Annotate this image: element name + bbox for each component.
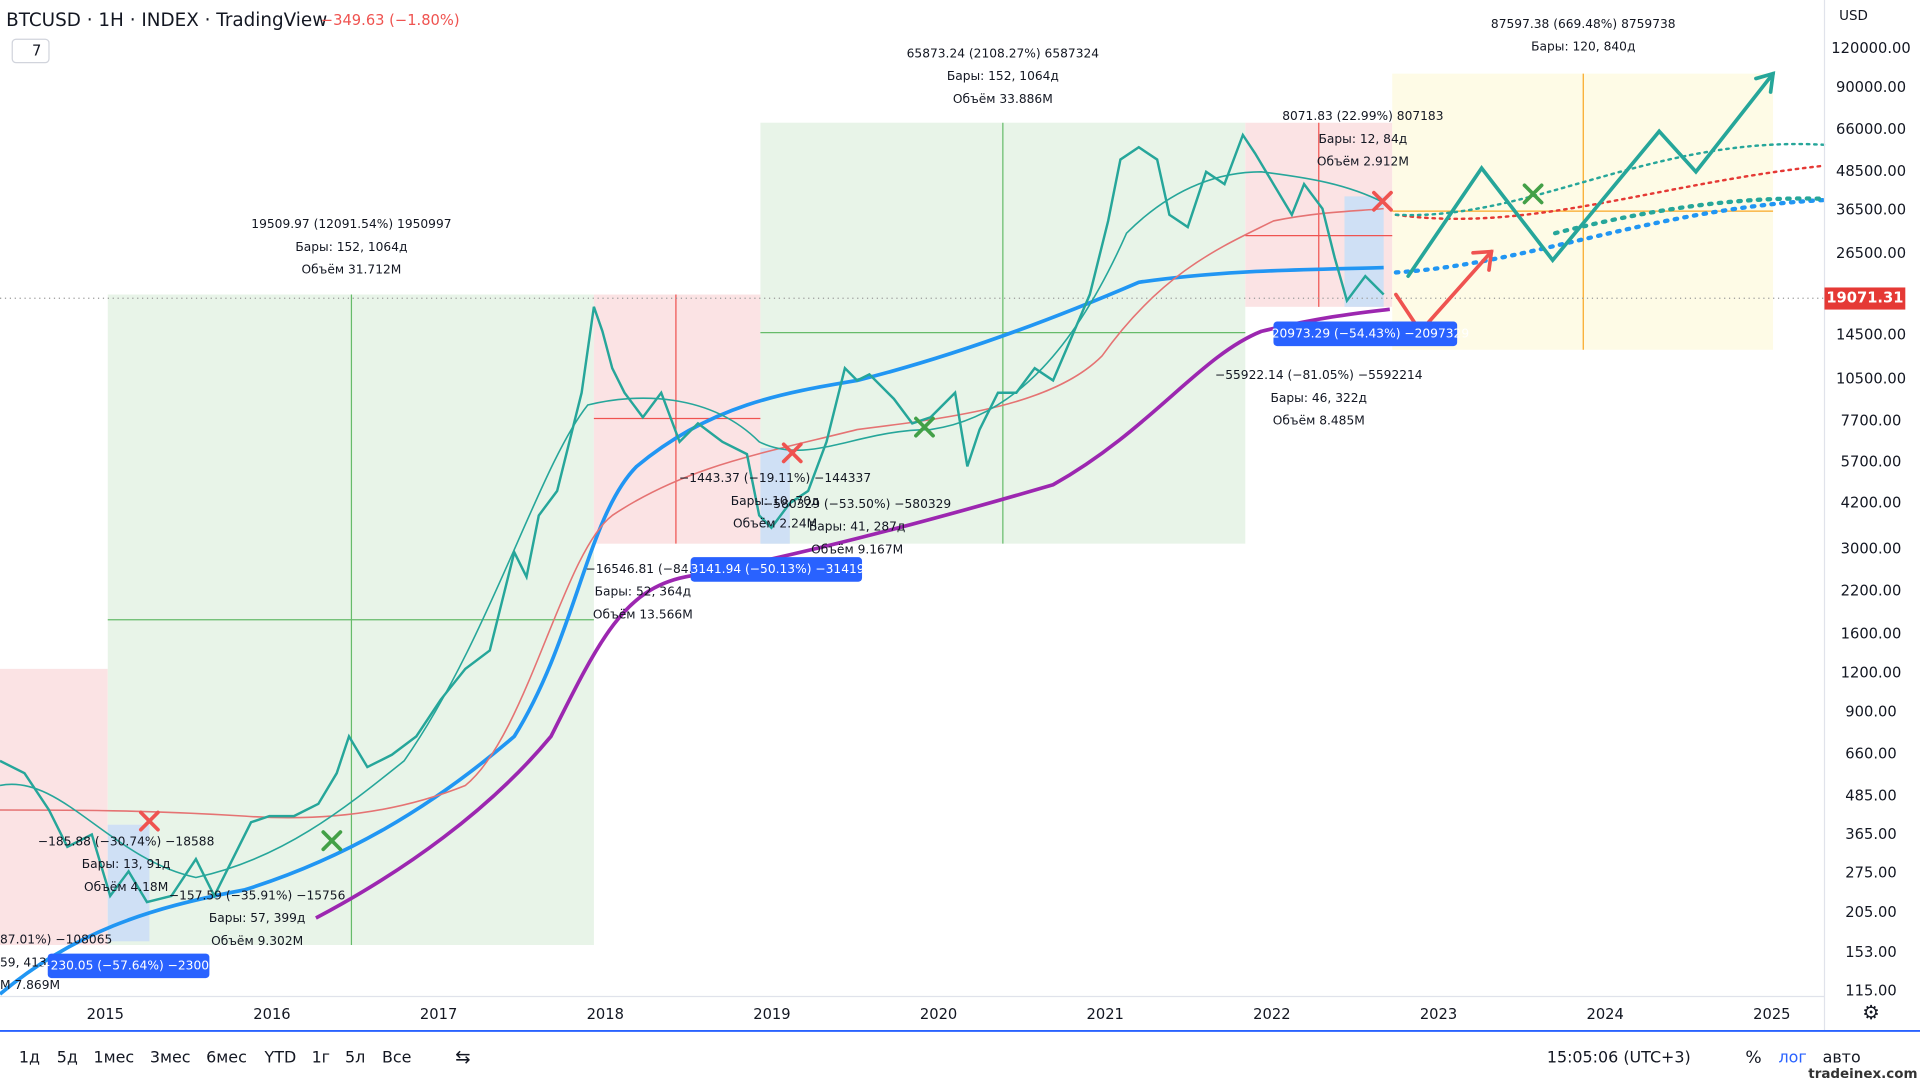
annotation: 87.01%) −108065 <box>0 933 112 947</box>
annotation: Бары: 41, 287д <box>809 520 905 534</box>
price-label: 365.00 <box>1845 826 1896 843</box>
price-label: 4200.00 <box>1841 495 1902 512</box>
annotation: Бары: 152, 1064д <box>947 69 1059 83</box>
annotation: 87597.38 (669.48%) 8759738 <box>1491 17 1676 31</box>
annotation: −185.88 (−30.74%) −18588 <box>38 834 214 848</box>
measure-badge-text: −230.05 (−57.64%) −23005 <box>40 958 216 972</box>
percent-toggle[interactable]: % <box>1745 1048 1761 1068</box>
auto-toggle[interactable]: авто <box>1823 1047 1861 1066</box>
annotation: 8071.83 (22.99%) 807183 <box>1282 109 1443 123</box>
current-price: 19071.31 <box>1826 290 1903 307</box>
price-label: 275.00 <box>1845 864 1896 881</box>
indicator-count[interactable]: 7 <box>32 43 41 60</box>
range-button[interactable]: YTD <box>264 1047 297 1066</box>
price-label: 7700.00 <box>1841 413 1902 430</box>
time-label: 2018 <box>587 1006 624 1023</box>
currency-button[interactable]: USD <box>1839 8 1868 24</box>
log-toggle[interactable]: лог <box>1779 1047 1807 1066</box>
time-label: 2025 <box>1753 1006 1790 1023</box>
symbol-title: BTCUSD · 1H · INDEX · TradingView <box>6 10 327 31</box>
time-label: 2023 <box>1420 1006 1457 1023</box>
price-label: 485.00 <box>1845 787 1896 804</box>
range-button[interactable]: 5л <box>345 1047 365 1066</box>
range-button[interactable]: 6мес <box>206 1047 247 1066</box>
price-label: 3000.00 <box>1841 540 1902 557</box>
price-label: 205.00 <box>1845 904 1896 921</box>
watermark: tradeinex.com <box>1808 1066 1917 1080</box>
annotation: Бары: 10, 70д <box>731 494 820 508</box>
annotation: Бары: 120, 840д <box>1531 40 1635 54</box>
annotation: 19509.97 (12091.54%) 1950997 <box>251 217 451 231</box>
annotation: Объём 8.485M <box>1273 413 1365 427</box>
price-label: 153.00 <box>1845 944 1896 961</box>
measure-badge-text: −20973.29 (−54.43%) −2097329 <box>1261 326 1469 340</box>
annotation: Объём 9.167M <box>811 542 903 556</box>
measure-badge <box>1273 321 1458 347</box>
annotation: Объём 13.566M <box>593 607 693 621</box>
time-label: 2016 <box>253 1006 290 1023</box>
annotation: −55922.14 (−81.05%) −5592214 <box>1215 368 1423 382</box>
annotation: Объём 9.302M <box>211 934 303 948</box>
price-label: 10500.00 <box>1836 370 1906 387</box>
annotation: Бары: 12, 84д <box>1319 132 1408 146</box>
annotation: −16546.81 (−84.1 <box>585 562 700 576</box>
price-label: 2200.00 <box>1841 582 1902 599</box>
time-label: 2022 <box>1253 1006 1290 1023</box>
time-label: 2021 <box>1087 1006 1124 1023</box>
annotation: Бары: 13, 91д <box>82 857 171 871</box>
annotation: −1443.37 (−19.11%) −144337 <box>679 471 871 485</box>
annotation: M 7.869M <box>0 978 60 992</box>
range-button[interactable]: 1д <box>19 1047 40 1066</box>
price-label: 66000.00 <box>1836 121 1906 138</box>
price-label: 90000.00 <box>1836 79 1906 96</box>
annotation: −157.59 (−35.91%) −15756 <box>169 888 346 902</box>
price-label: 1600.00 <box>1841 626 1902 643</box>
range-button[interactable]: 5д <box>57 1047 78 1066</box>
price-label: 14500.00 <box>1836 327 1906 344</box>
time-label: 2015 <box>87 1006 124 1023</box>
range-button[interactable]: Все <box>382 1047 411 1066</box>
range-button[interactable]: 3мес <box>150 1047 191 1066</box>
price-label: 26500.00 <box>1836 245 1906 262</box>
annotation: 65873.24 (2108.27%) 6587324 <box>907 46 1100 60</box>
settings-icon[interactable]: ⚙ <box>1862 1001 1880 1024</box>
price-label: 660.00 <box>1845 746 1896 763</box>
price-label: 120000.00 <box>1831 40 1910 57</box>
price-label: 48500.00 <box>1836 163 1906 180</box>
measure-badge-text: −3141.94 (−50.13%) −314194 <box>680 562 872 576</box>
time-label: 2020 <box>920 1006 957 1023</box>
measure-badge <box>47 953 210 979</box>
time-label: 2017 <box>420 1006 457 1023</box>
price-label: 900.00 <box>1845 704 1896 721</box>
price-change: −349.63 (−1.80%) <box>321 12 460 29</box>
annotation: Бары: 152, 1064д <box>295 240 407 254</box>
price-label: 115.00 <box>1845 983 1896 1000</box>
annotation: −580329 (−53.50%) −580329 <box>763 497 951 511</box>
annotation: Объём 2.24M <box>733 517 817 531</box>
price-label: 1200.00 <box>1841 665 1902 682</box>
annotation: Объём 31.712M <box>302 262 402 276</box>
price-label: 36500.00 <box>1836 201 1906 218</box>
annotation: Бары: 52, 364д <box>595 585 691 599</box>
date-range-icon[interactable]: ⇆ <box>455 1047 470 1068</box>
range-button[interactable]: 1г <box>312 1047 330 1066</box>
time-label: 2019 <box>753 1006 790 1023</box>
clock: 15:05:06 (UTC+3) <box>1547 1047 1691 1066</box>
annotation: 59, 413 <box>0 955 47 969</box>
time-label: 2024 <box>1586 1006 1623 1023</box>
annotation: Объём 2.912M <box>1317 154 1409 168</box>
price-label: 5700.00 <box>1841 453 1902 470</box>
annotation: Объём 4.18M <box>84 880 168 894</box>
measure-badge <box>690 557 863 582</box>
annotation: Бары: 46, 322д <box>1271 391 1367 405</box>
range-button[interactable]: 1мес <box>94 1047 135 1066</box>
annotation: Объём 33.886M <box>953 92 1053 106</box>
annotation: Бары: 57, 399д <box>209 911 305 925</box>
